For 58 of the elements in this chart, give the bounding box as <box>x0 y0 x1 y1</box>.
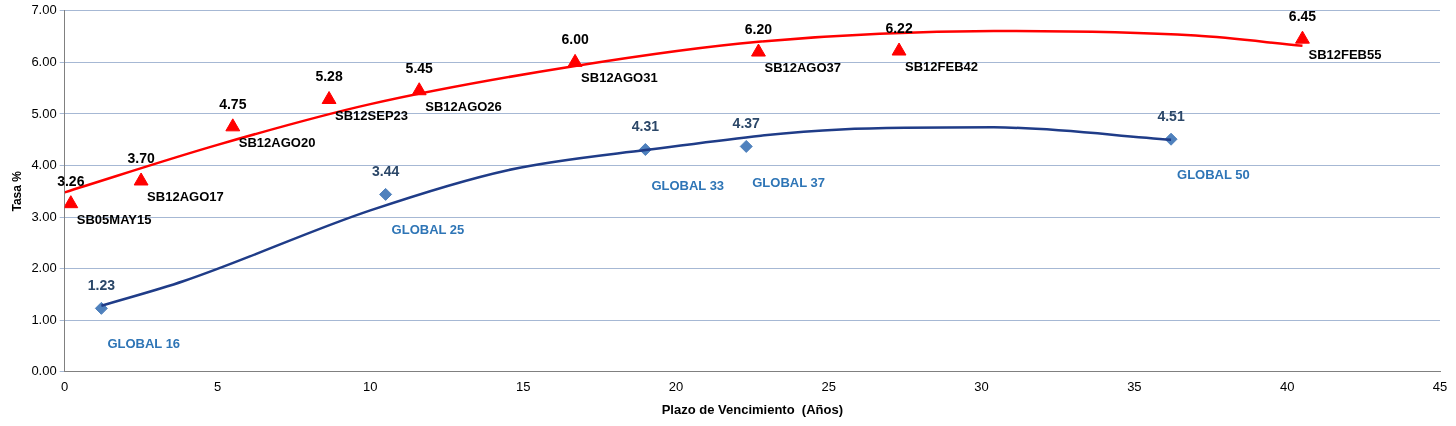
data-label: 3.44 <box>371 163 400 180</box>
data-label: 4.37 <box>732 115 761 132</box>
data-label: 4.75 <box>219 95 247 112</box>
annotation: SB12FEB42 <box>905 59 979 75</box>
y-tick-label: 6.00 <box>31 53 57 69</box>
x-tick-label: 15 <box>515 379 531 395</box>
annotation: SB12AGO31 <box>581 70 658 86</box>
data-label: 1.23 <box>87 277 116 294</box>
data-label: 4.51 <box>1157 108 1185 125</box>
data-label: 6.22 <box>885 19 913 36</box>
data-label: 3.26 <box>57 172 85 189</box>
point <box>225 118 241 132</box>
y-tick-label: 7.00 <box>31 2 57 18</box>
data-label: 6.00 <box>561 31 589 48</box>
annotation: SB12SEP23 <box>335 107 409 123</box>
x-tick-label: 10 <box>363 379 378 395</box>
y-tick-label: 1.00 <box>31 311 57 327</box>
data-label: 4.31 <box>631 118 660 135</box>
x-tick-label: 35 <box>1127 379 1142 395</box>
point <box>321 91 337 104</box>
annotation: SB12AGO17 <box>147 189 224 205</box>
x-tick-label: 20 <box>668 379 684 395</box>
point <box>739 139 753 153</box>
x-tick-label: 45 <box>1432 379 1448 395</box>
point <box>751 43 766 57</box>
point <box>379 187 393 201</box>
data-label: 5.28 <box>315 68 343 85</box>
annotation: GLOBAL 50 <box>1177 167 1250 183</box>
y-tick-label: 2.00 <box>31 260 57 276</box>
x-tick-label: 40 <box>1279 379 1295 395</box>
annotation: GLOBAL 37 <box>752 174 825 190</box>
x-tick-label: 5 <box>213 379 222 395</box>
point <box>1295 30 1310 44</box>
annotation: GLOBAL 33 <box>651 177 725 193</box>
x-axis-title: Plazo de Vencimiento (Años) <box>661 401 844 417</box>
x-tick-label: 25 <box>821 379 836 395</box>
y-tick-label: 5.00 <box>31 105 57 121</box>
point <box>94 301 108 315</box>
annotation: SB05MAY15 <box>76 211 152 227</box>
annotation: GLOBAL 25 <box>391 222 465 238</box>
data-label: 3.70 <box>127 149 155 166</box>
annotation: SB12AGO20 <box>238 134 316 150</box>
data-label: 5.45 <box>405 59 434 76</box>
point <box>891 42 907 56</box>
annotation: GLOBAL 16 <box>107 336 181 352</box>
data-label: 6.45 <box>1288 8 1317 25</box>
point <box>133 172 149 186</box>
annotation: SB12FEB55 <box>1308 47 1382 63</box>
y-tick-label: 0.00 <box>31 363 57 379</box>
annotation: SB12AGO37 <box>764 60 842 76</box>
x-tick-label: 30 <box>974 379 989 395</box>
y-tick-label: 4.00 <box>31 157 57 173</box>
y-axis-title: Tasa % <box>9 170 24 212</box>
data-label: 6.20 <box>744 20 773 37</box>
y-tick-label: 3.00 <box>31 208 57 224</box>
annotation: SB12AGO26 <box>425 98 502 114</box>
x-tick-label: 0 <box>61 379 69 395</box>
point <box>64 195 79 209</box>
